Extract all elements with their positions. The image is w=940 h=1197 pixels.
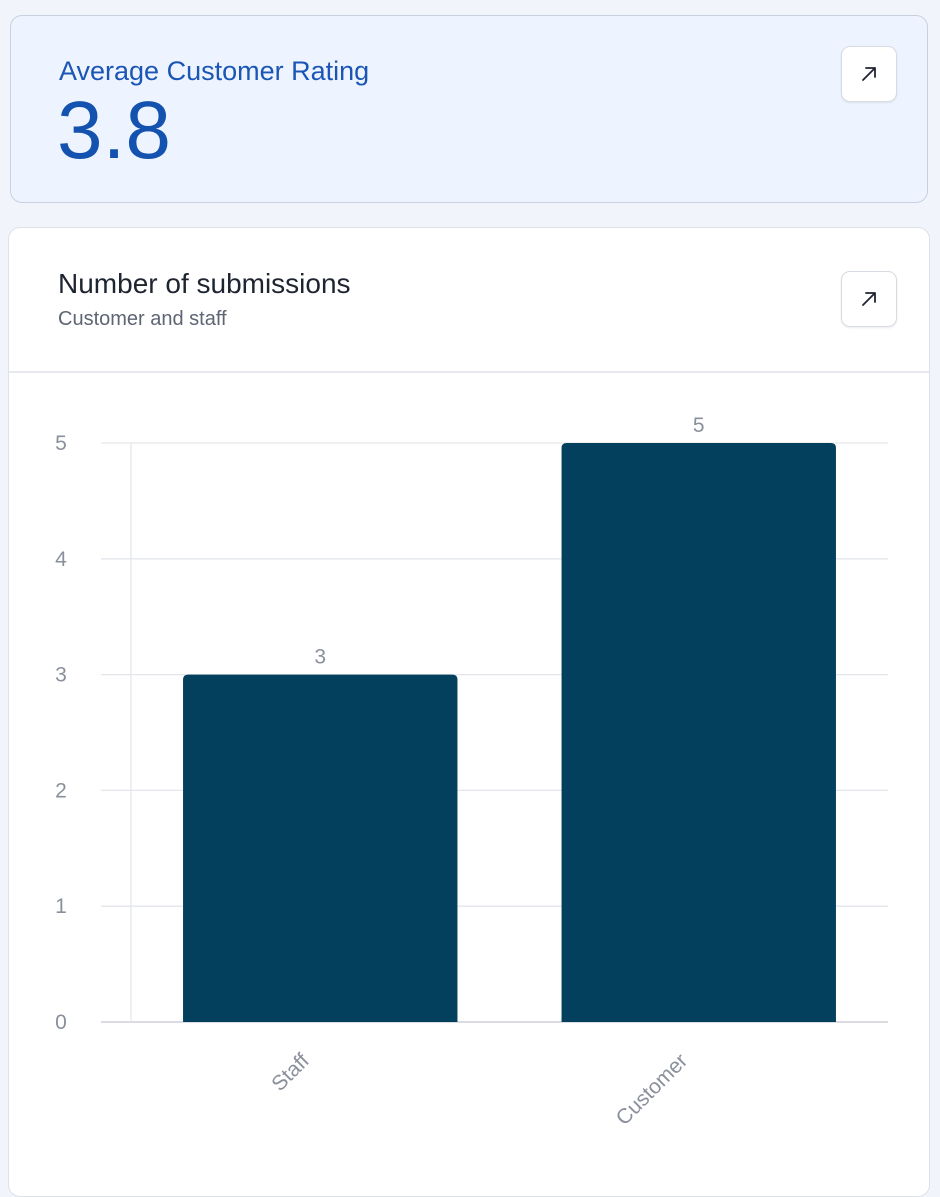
y-tick-label: 4	[55, 548, 67, 571]
x-tick-label: Customer	[612, 1049, 693, 1130]
x-tick-label: Staff	[267, 1049, 314, 1096]
expand-rating-button[interactable]	[841, 46, 897, 102]
data-label: 5	[693, 414, 705, 437]
average-rating-card: Average Customer Rating 3.8	[10, 15, 928, 203]
arrow-up-right-icon	[858, 288, 880, 310]
average-rating-label: Average Customer Rating	[59, 56, 370, 86]
submissions-bar-chart: 0 1 2 3 4 5 3 Staff 5 Customer	[55, 414, 888, 1130]
expand-submissions-button[interactable]	[841, 271, 897, 327]
average-rating-value: 3.8	[57, 85, 171, 176]
y-tick-label: 5	[55, 432, 67, 455]
submissions-card: Number of submissions Customer and staff…	[8, 227, 930, 1197]
data-label: 3	[314, 646, 326, 669]
y-tick-label: 1	[55, 895, 67, 918]
bar-customer	[561, 443, 836, 1022]
arrow-up-right-icon	[858, 63, 880, 85]
bar-staff	[183, 674, 458, 1022]
y-tick-label: 2	[55, 779, 67, 802]
card-divider	[9, 371, 929, 373]
chart-title: Number of submissions	[58, 268, 351, 299]
y-tick-label: 3	[55, 664, 67, 687]
chart-subtitle: Customer and staff	[58, 308, 227, 330]
y-tick-label: 0	[55, 1011, 67, 1034]
